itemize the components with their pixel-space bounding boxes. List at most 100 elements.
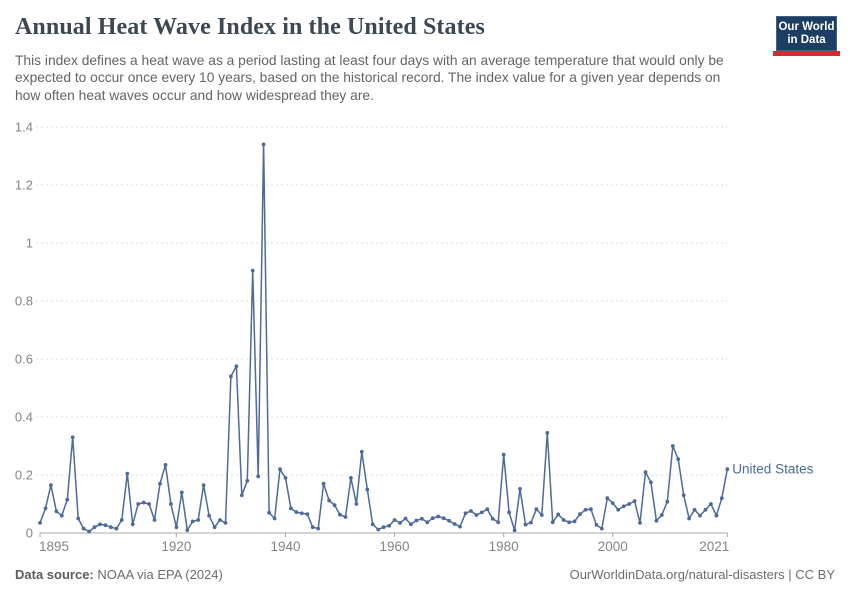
data-point[interactable] bbox=[310, 525, 315, 530]
data-point[interactable] bbox=[556, 512, 561, 517]
data-point[interactable] bbox=[261, 142, 266, 147]
data-point[interactable] bbox=[76, 516, 81, 521]
data-point[interactable] bbox=[485, 507, 490, 512]
data-point[interactable] bbox=[638, 521, 642, 525]
data-point[interactable] bbox=[81, 526, 86, 531]
data-point[interactable] bbox=[119, 518, 124, 522]
data-point[interactable] bbox=[54, 509, 59, 514]
data-point[interactable] bbox=[327, 498, 331, 503]
data-point[interactable] bbox=[589, 507, 593, 512]
data-point[interactable] bbox=[239, 493, 244, 498]
data-point[interactable] bbox=[158, 481, 162, 486]
data-point[interactable] bbox=[174, 525, 179, 530]
data-point[interactable] bbox=[534, 507, 539, 512]
data-point[interactable] bbox=[610, 501, 615, 505]
data-point[interactable] bbox=[561, 518, 566, 522]
data-point[interactable] bbox=[294, 510, 299, 514]
data-point[interactable] bbox=[376, 527, 381, 532]
data-point[interactable] bbox=[523, 522, 528, 527]
data-point[interactable] bbox=[665, 499, 670, 504]
series-line[interactable] bbox=[39, 143, 729, 533]
data-point[interactable] bbox=[719, 496, 724, 501]
data-point[interactable] bbox=[98, 522, 102, 527]
data-point[interactable] bbox=[447, 518, 451, 523]
data-point[interactable] bbox=[370, 522, 375, 527]
data-point[interactable] bbox=[278, 467, 282, 472]
data-point[interactable] bbox=[518, 487, 522, 491]
data-point[interactable] bbox=[179, 490, 184, 495]
data-point[interactable] bbox=[223, 521, 228, 525]
data-point[interactable] bbox=[338, 512, 342, 517]
data-point[interactable] bbox=[267, 510, 271, 515]
data-point[interactable] bbox=[654, 518, 659, 523]
data-point[interactable] bbox=[452, 522, 457, 526]
data-point[interactable] bbox=[458, 524, 462, 529]
data-point[interactable] bbox=[698, 513, 702, 518]
data-point[interactable] bbox=[567, 520, 571, 525]
data-point[interactable] bbox=[583, 507, 588, 512]
footer-link[interactable]: OurWorldinData.org/natural-disasters | C… bbox=[569, 567, 835, 582]
data-point[interactable] bbox=[643, 470, 648, 474]
data-point[interactable] bbox=[687, 516, 691, 521]
data-point[interactable] bbox=[299, 511, 304, 516]
data-point[interactable] bbox=[599, 526, 604, 531]
data-point[interactable] bbox=[474, 513, 479, 517]
data-point[interactable] bbox=[616, 507, 621, 512]
data-point[interactable] bbox=[441, 516, 446, 521]
data-point[interactable] bbox=[109, 525, 113, 530]
data-point[interactable] bbox=[430, 516, 435, 521]
data-point[interactable] bbox=[670, 444, 675, 448]
data-point[interactable] bbox=[163, 463, 168, 467]
data-point[interactable] bbox=[196, 518, 201, 522]
data-point[interactable] bbox=[414, 518, 419, 523]
data-point[interactable] bbox=[649, 480, 653, 485]
data-point[interactable] bbox=[256, 474, 261, 479]
data-point[interactable] bbox=[398, 521, 402, 525]
data-point[interactable] bbox=[507, 510, 511, 515]
data-point[interactable] bbox=[512, 528, 517, 533]
data-point[interactable] bbox=[359, 449, 364, 454]
data-point[interactable] bbox=[725, 467, 730, 472]
data-point[interactable] bbox=[545, 431, 550, 435]
data-point[interactable] bbox=[207, 513, 212, 518]
data-point[interactable] bbox=[659, 513, 664, 517]
data-point[interactable] bbox=[605, 496, 610, 501]
data-point[interactable] bbox=[49, 483, 53, 487]
data-point[interactable] bbox=[229, 374, 233, 379]
data-point[interactable] bbox=[87, 529, 91, 534]
data-point[interactable] bbox=[621, 504, 626, 509]
data-point[interactable] bbox=[169, 502, 173, 506]
data-point[interactable] bbox=[212, 525, 217, 530]
data-point[interactable] bbox=[354, 502, 359, 506]
data-point[interactable] bbox=[550, 520, 555, 525]
data-point[interactable] bbox=[321, 481, 326, 486]
data-point[interactable] bbox=[479, 510, 484, 515]
data-point[interactable] bbox=[463, 511, 468, 516]
data-point[interactable] bbox=[343, 515, 348, 519]
data-point[interactable] bbox=[114, 526, 119, 531]
data-point[interactable] bbox=[539, 513, 544, 517]
data-point[interactable] bbox=[283, 476, 288, 480]
data-point[interactable] bbox=[272, 516, 277, 521]
data-point[interactable] bbox=[578, 512, 582, 516]
data-point[interactable] bbox=[349, 476, 353, 480]
data-point[interactable] bbox=[234, 364, 239, 369]
data-point[interactable] bbox=[218, 518, 222, 522]
data-point[interactable] bbox=[59, 513, 64, 518]
data-point[interactable] bbox=[147, 502, 152, 506]
data-point[interactable] bbox=[250, 268, 255, 273]
data-point[interactable] bbox=[436, 514, 441, 519]
data-point[interactable] bbox=[152, 518, 157, 522]
data-point[interactable] bbox=[201, 483, 206, 487]
data-point[interactable] bbox=[387, 523, 391, 528]
data-point[interactable] bbox=[681, 493, 686, 498]
data-point[interactable] bbox=[190, 519, 195, 524]
data-point[interactable] bbox=[709, 502, 713, 506]
data-point[interactable] bbox=[692, 507, 697, 512]
data-point[interactable] bbox=[289, 506, 293, 511]
data-point[interactable] bbox=[632, 499, 637, 503]
data-point[interactable] bbox=[245, 478, 250, 483]
data-point[interactable] bbox=[332, 503, 337, 508]
data-point[interactable] bbox=[419, 516, 424, 521]
